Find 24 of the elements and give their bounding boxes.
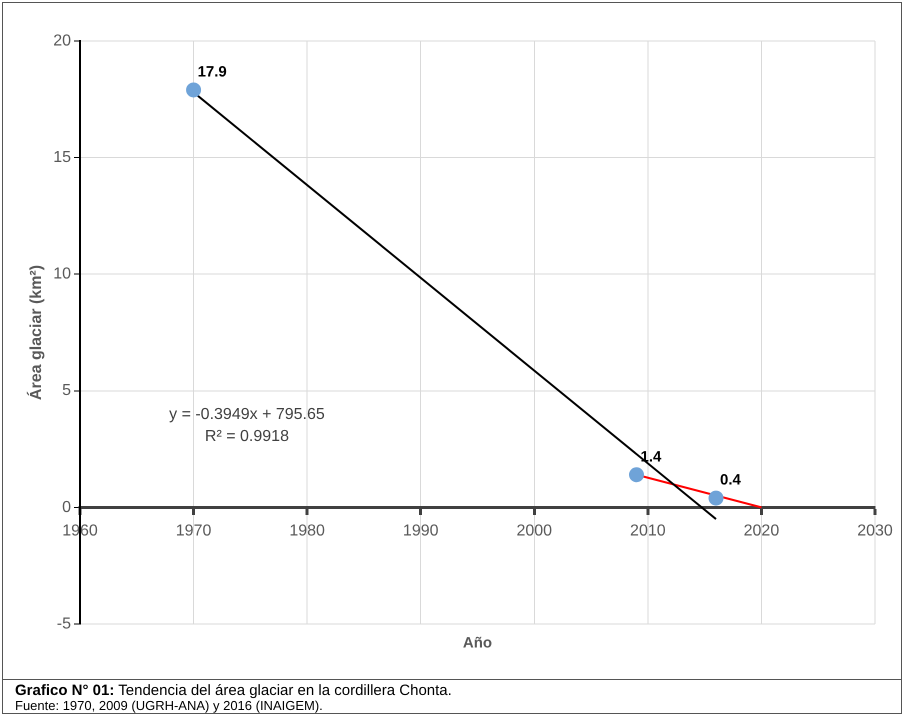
data-label: 17.9 [198, 64, 227, 81]
x-tick-label: 2020 [744, 522, 780, 540]
x-axis-title: Año [462, 634, 492, 652]
y-tick-label: -5 [56, 615, 72, 632]
source-note: Fuente: 1970, 2009 (UGRH-ANA) y 2016 (INAIGEM). [15, 698, 324, 713]
x-tick-label: 2030 [857, 522, 893, 540]
x-tick-label: 2010 [630, 522, 666, 540]
x-tick-label: 1980 [289, 522, 326, 540]
y-tick-label: 5 [62, 382, 72, 400]
point [629, 467, 644, 482]
text: Grafico N° 01: Tendencia del área glaciar en la cordillera Chonta. [15, 682, 452, 699]
y-tick-label: 0 [62, 498, 72, 516]
y-tick-label: 10 [53, 266, 72, 283]
y-axis-title: Área glaciar (km²) [26, 264, 46, 400]
y-tick-label: 15 [53, 149, 72, 166]
annotation: y = -0.3949x + 795.65 R² = 0.9918 [169, 406, 325, 446]
x-tick-label: 2000 [516, 522, 552, 540]
point [708, 490, 724, 506]
data-label: 0.4 [720, 472, 742, 489]
x-tick-label: 1970 [176, 522, 212, 540]
x-tick-label: 1990 [402, 522, 439, 540]
y-tick-label: 20 [53, 32, 72, 50]
data-label: 1.4 [640, 448, 662, 466]
point [186, 82, 202, 98]
